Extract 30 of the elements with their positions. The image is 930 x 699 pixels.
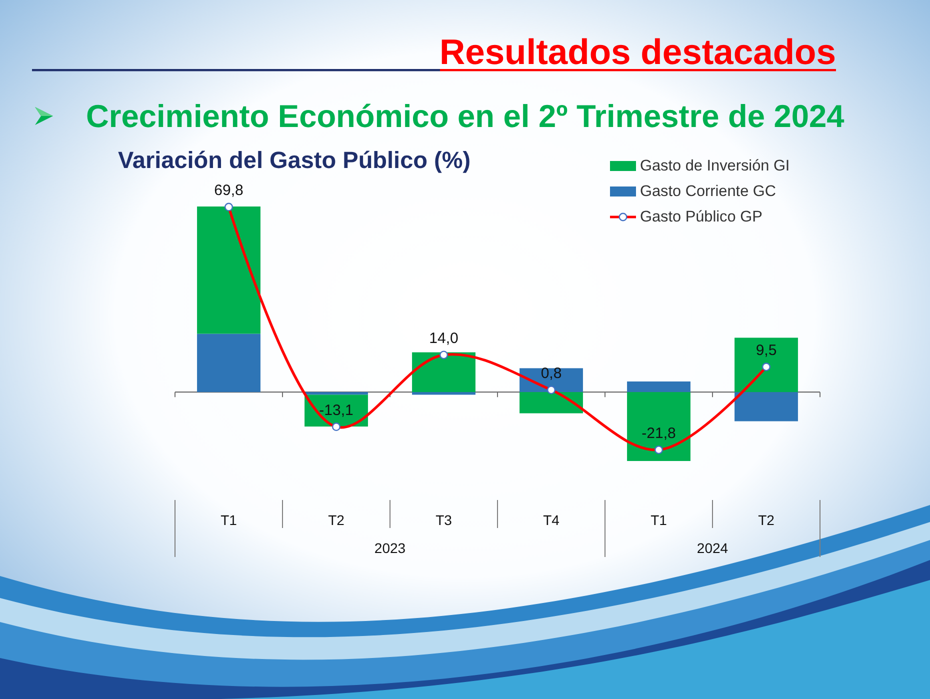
data-label: 14,0 [429, 330, 458, 347]
bar [197, 206, 260, 334]
legend-label: Gasto Público GP [640, 208, 762, 226]
bar [734, 338, 798, 392]
x-tick-label: T1 [650, 512, 668, 528]
x-tick-label: T4 [543, 512, 560, 528]
bar [627, 381, 690, 392]
bar [734, 392, 798, 422]
text: Crecimiento Económico en el 2º Trimestre de 2024 [86, 98, 845, 134]
data-label: 0,8 [540, 364, 562, 382]
legend-label: Gasto de Inversión GI [640, 158, 790, 174]
data-label: -21,8 [642, 424, 676, 442]
bar [627, 392, 690, 461]
data-label: -13,1 [319, 402, 354, 419]
x-tick-label: T1 [220, 512, 238, 528]
text: 2024 [696, 540, 728, 556]
legend-label: Gasto Corriente GC [640, 183, 776, 200]
bar [197, 334, 260, 392]
annotation: Resultados destacados [439, 32, 836, 72]
x-tick-label: T2 [758, 512, 775, 528]
bar [520, 392, 583, 414]
x-tick-label: T3 [436, 512, 452, 528]
text: Variación del Gasto Público (%) [118, 147, 471, 173]
bar [412, 392, 476, 395]
text: 2023 [374, 540, 406, 556]
bar [412, 352, 476, 392]
x-tick-label: T2 [328, 512, 345, 528]
data-label: 69,8 [214, 182, 244, 200]
data-label: 9,5 [756, 342, 777, 359]
bar [304, 392, 368, 395]
